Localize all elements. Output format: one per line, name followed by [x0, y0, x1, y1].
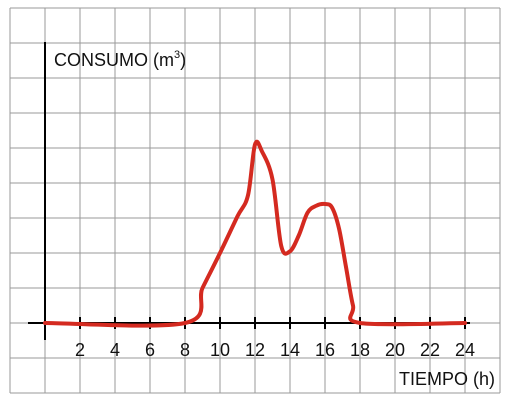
x-tick-label: 12: [245, 340, 265, 360]
x-tick-label: 10: [210, 340, 230, 360]
x-tick-label: 16: [315, 340, 335, 360]
x-tick-label: 24: [455, 340, 475, 360]
x-tick-label: 2: [75, 340, 85, 360]
x-tick-label: 14: [280, 340, 300, 360]
consumption-line: [43, 139, 467, 328]
x-tick-label: 8: [180, 340, 190, 360]
x-tick-label: 20: [385, 340, 405, 360]
x-tick-label: 18: [350, 340, 370, 360]
x-tick-label: 6: [145, 340, 155, 360]
x-axis-title: TIEMPO (h): [399, 369, 495, 389]
x-ticks: 2 4 6 8 10 12 14 16 18 20 22 24: [75, 317, 475, 360]
x-tick-label: 4: [110, 340, 120, 360]
x-tick-label: 22: [420, 340, 440, 360]
y-axis-title: CONSUMO (m3): [54, 49, 186, 70]
